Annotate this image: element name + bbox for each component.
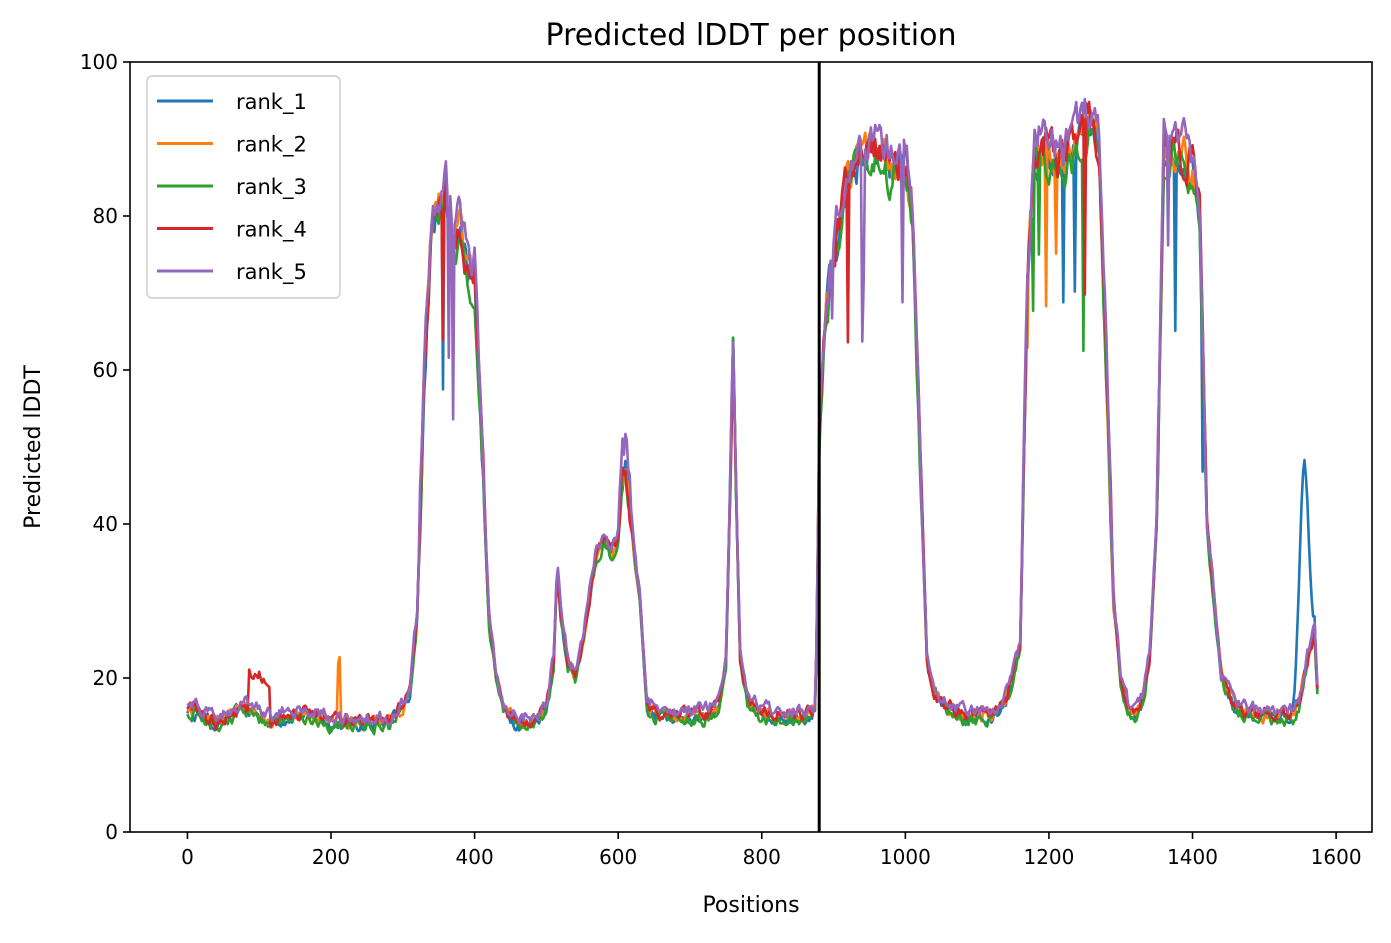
x-axis-label: Positions — [702, 893, 799, 918]
legend-label-rank_1: rank_1 — [236, 90, 307, 115]
x-tick-label: 800 — [743, 845, 781, 869]
x-tick-label: 600 — [599, 845, 637, 869]
legend-label-rank_5: rank_5 — [236, 260, 307, 285]
y-tick-label: 40 — [93, 512, 118, 536]
y-tick-label: 60 — [93, 358, 118, 382]
x-tick-label: 0 — [181, 845, 194, 869]
legend-label-rank_4: rank_4 — [236, 218, 307, 243]
chart-title: Predicted lDDT per position — [546, 18, 957, 53]
legend-label-rank_2: rank_2 — [236, 133, 307, 158]
series-line-rank_5 — [186, 97, 1319, 726]
x-tick-label: 200 — [312, 845, 350, 869]
y-axis-label: Predicted lDDT — [21, 365, 46, 529]
axes-frame — [129, 61, 1373, 833]
y-ticks: 0 20 40 60 80 100 — [80, 50, 130, 844]
series-line-rank_3 — [186, 126, 1319, 736]
x-tick-label: 1000 — [880, 845, 931, 869]
y-tick-label: 20 — [93, 666, 118, 690]
legend: rank_1 rank_2 rank_3 rank_4 rank_5 — [146, 75, 341, 299]
series-line-rank_2 — [186, 109, 1319, 731]
series-line-rank_4 — [186, 100, 1319, 731]
y-tick-label: 100 — [80, 50, 118, 74]
x-tick-label: 1400 — [1167, 845, 1218, 869]
x-tick-label: 1200 — [1023, 845, 1074, 869]
x-ticks: 0 200 400 600 800 1000 1200 1400 1600 — [181, 832, 1362, 869]
y-tick-label: 0 — [105, 820, 118, 844]
y-tick-label: 80 — [93, 204, 118, 228]
legend-box — [146, 75, 341, 299]
x-tick-label: 1600 — [1311, 845, 1362, 869]
x-tick-label: 400 — [456, 845, 494, 869]
legend-label-rank_3: rank_3 — [236, 175, 307, 200]
series-line-rank_1 — [186, 116, 1319, 734]
series-layer — [186, 97, 1319, 736]
